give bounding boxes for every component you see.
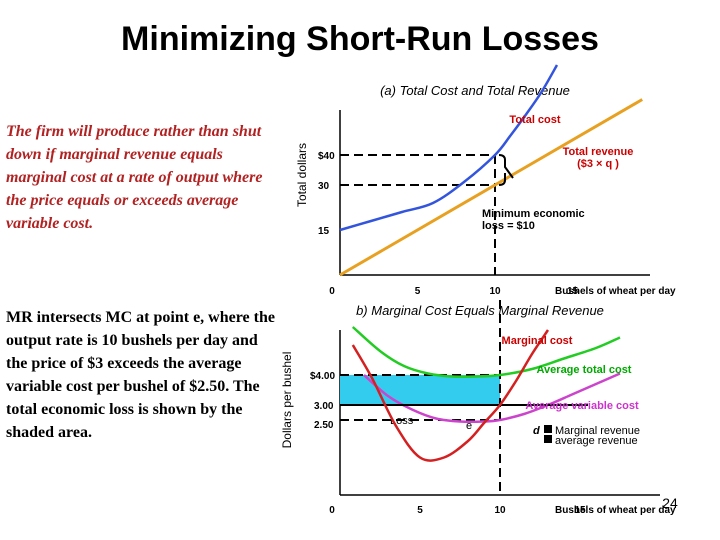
label-marginal-cost: Marginal cost — [502, 335, 573, 347]
panel-b-title: b) Marginal Cost Equals Marginal Revenue — [356, 303, 604, 318]
label-demand-d: d — [533, 425, 540, 437]
panel-b-ytick-label: $4.00 — [310, 371, 335, 382]
series-marginal-cost — [351, 329, 550, 462]
point-e-label: e — [466, 420, 472, 432]
loss-area — [340, 375, 500, 405]
mr-legend-square-1 — [544, 425, 552, 433]
panel-b-xtick-label: 10 — [494, 505, 506, 516]
panel-a-xtick-label: 15 — [567, 286, 579, 297]
page-title: Minimizing Short-Run Losses — [121, 20, 599, 58]
panel-b-ytick-label: 2.50 — [314, 420, 334, 431]
series-average-total-cost — [351, 326, 621, 379]
page-number: 24 — [662, 495, 678, 511]
label-average-variable-cost: Average variable cost — [525, 400, 639, 412]
panel-a-xtick-label: 10 — [489, 286, 501, 297]
label-marginal-revenue: Marginal revenue — [555, 425, 640, 437]
panel-b-xtick-label: 0 — [329, 505, 335, 516]
panel-a-ytick-label: $40 — [318, 151, 335, 162]
label-minimum-loss: Minimum economic loss = $10 — [482, 208, 585, 232]
label-total-cost: Total cost — [509, 114, 560, 126]
series-total-cost — [339, 64, 559, 232]
panel-a-xtick-label: 5 — [415, 286, 421, 297]
series-average-variable-cost — [363, 372, 621, 424]
panel-b-ylabel: Dollars per bushel — [280, 352, 294, 449]
label-average-revenue: average revenue — [555, 435, 638, 447]
panel-a-xlabel: Bushels of wheat per day — [555, 286, 676, 297]
panel-b-xtick-label: 5 — [417, 505, 423, 516]
panel-b-ytick-label: 3.00 — [314, 401, 334, 412]
loss-bracket — [498, 154, 514, 186]
series-total-revenue — [339, 98, 644, 277]
note-loss-explanation: MR intersects MC at point e, where the o… — [6, 309, 275, 441]
label-total-revenue: Total revenue — [563, 146, 634, 158]
panel-a-title: (a) Total Cost and Total Revenue — [380, 83, 570, 98]
label-total-revenue-formula: ($3 × q ) — [577, 158, 619, 170]
panel-a-ylabel: Total dollars — [295, 143, 309, 207]
panel-b-xtick-label: 15 — [574, 505, 586, 516]
mr-legend-square-2 — [544, 435, 552, 443]
panel-b-xlabel: Bushels of wheat per day — [555, 505, 676, 516]
panel-a-xtick-label: 0 — [329, 286, 335, 297]
panel-a-ytick-label: 30 — [318, 181, 330, 192]
panel-a-ytick-label: 15 — [318, 226, 330, 237]
note-shutdown-rule: The firm will produce rather than shut d… — [6, 123, 263, 232]
label-average-total-cost: Average total cost — [537, 364, 632, 376]
